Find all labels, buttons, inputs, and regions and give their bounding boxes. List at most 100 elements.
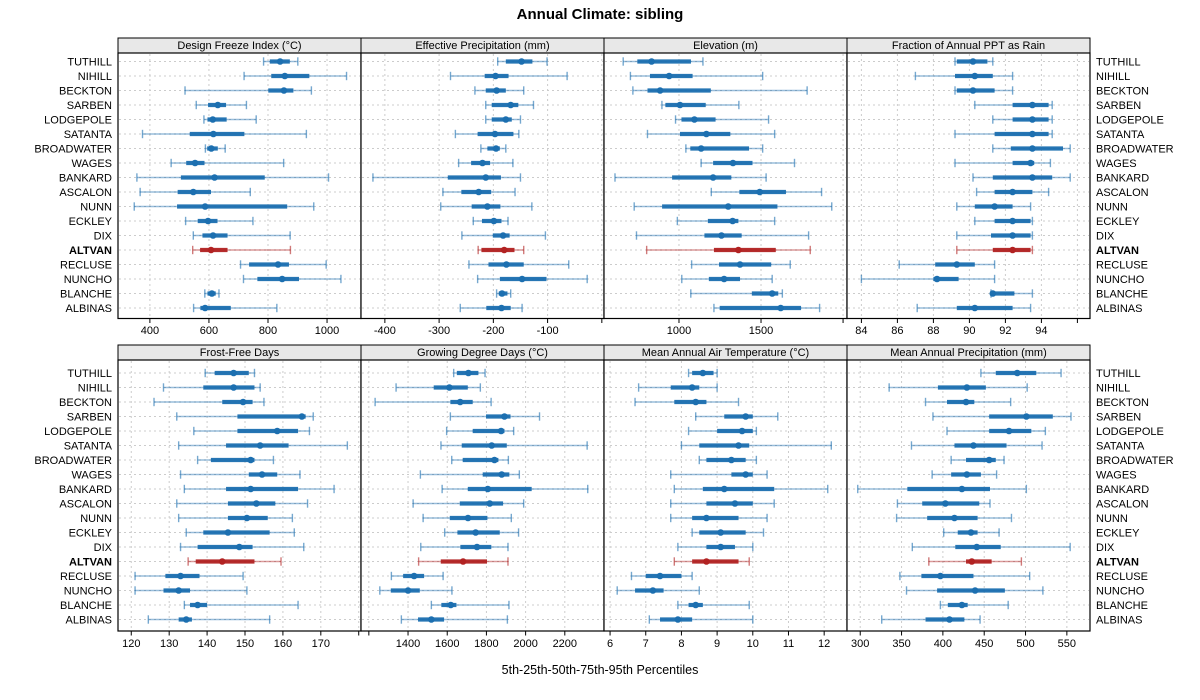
station-label-right: WAGES [1096,158,1137,170]
median-dot [182,616,190,623]
median-dot [735,442,742,449]
median-dot [699,369,707,377]
median-dot [209,232,217,239]
median-dot [720,485,728,493]
median-dot [501,413,508,420]
median-dot [464,514,472,522]
axis-tick-label: 120 [122,638,140,650]
median-dot [239,398,247,406]
station-label-left: LODGEPOLE [44,114,112,126]
median-dot [729,159,737,167]
median-dot [728,456,735,464]
median-dot [298,413,306,420]
station-label-left: LODGEPOLE [44,426,112,438]
median-dot [211,174,218,181]
median-dot [703,558,710,565]
median-dot [459,558,467,565]
median-dot [958,601,966,609]
axis-tick-label: 300 [851,638,869,650]
median-dot [973,543,981,551]
median-dot [735,246,742,254]
median-dot [703,130,710,138]
axis-tick-label: -200 [482,325,504,337]
axis-tick-label: 1400 [396,638,420,650]
median-dot [498,290,506,297]
axis-tick-label: 800 [259,325,277,337]
median-dot [207,246,215,254]
station-label-left: SATANTA [64,129,113,141]
station-label-left: ASCALON [59,187,112,199]
station-label-left: NUNN [80,201,112,213]
median-dot [488,442,496,449]
median-dot [486,500,494,507]
station-label-left: NIHILL [78,71,112,83]
median-dot [688,384,696,391]
median-dot [971,587,979,594]
panel-header-label: Effective Precipitation (mm) [415,40,549,52]
median-dot [475,188,483,196]
median-dot [497,427,505,435]
median-dot [709,174,717,181]
axis-tick-label: -300 [428,325,450,337]
station-label-right: TUTHILL [1096,56,1141,68]
median-dot [500,246,508,254]
median-dot [1029,116,1036,123]
axis-tick-label: 450 [975,638,993,650]
median-dot [736,261,744,268]
station-label-left: BANKARD [59,484,112,496]
station-label-right: SARBEN [1096,100,1141,112]
station-label-left: RECLUSE [60,571,112,583]
station-label-right: BANKARD [1096,484,1149,496]
panel-header-label: Mean Annual Air Temperature (°C) [642,347,809,359]
median-dot [214,101,222,109]
station-label-left: NUNCHO [64,585,113,597]
median-dot [236,543,243,551]
x-axis-caption: 5th-25th-50th-75th-95th Percentiles [501,663,699,677]
station-label-right: SATANTA [1096,440,1145,452]
panel-header-label: Design Freeze Index (°C) [177,40,301,52]
station-label-right: SARBEN [1096,411,1141,423]
median-dot [969,58,977,65]
panel-header-label: Growing Degree Days (°C) [417,347,548,359]
median-dot [191,159,199,167]
median-dot [493,87,500,94]
panel-header-label: Frost-Free Days [200,347,280,359]
median-dot [281,72,289,80]
station-label-right: BROADWATER [1096,143,1174,155]
axis-tick-label: 130 [160,638,178,650]
median-dot [777,304,785,312]
station-label-right: BLANCHE [1096,600,1148,612]
median-dot [447,601,455,609]
median-dot [962,398,970,406]
axis-tick-label: -100 [537,325,559,337]
axis-tick-label: 140 [198,638,216,650]
station-label-right: NUNN [1096,201,1128,213]
median-dot [970,442,977,449]
median-dot [247,485,254,493]
station-label-left: SARBEN [67,100,112,112]
median-dot [951,514,958,522]
station-label-left: DIX [94,230,113,242]
median-dot [230,384,237,391]
median-dot [989,290,997,297]
median-dot [201,203,209,210]
median-dot [742,471,749,478]
median-dot [280,87,288,94]
station-label-left: ECKLEY [69,216,113,228]
station-label-left: BROADWATER [34,455,112,467]
median-dot [963,384,971,391]
median-dot [247,456,254,464]
axis-tick-label: 400 [141,325,159,337]
axis-tick-label: 500 [1016,638,1034,650]
panel-plot-bg-elevation-m [604,53,847,319]
axis-tick-label: 90 [963,325,975,337]
median-dot [971,304,979,312]
median-dot [253,500,260,507]
panel-plot-bg-growing-degree-days-c [361,360,604,631]
axis-tick-label: 160 [274,638,292,650]
station-label-left: ALTVAN [69,245,112,257]
median-dot [502,116,510,123]
station-label-left: NUNN [80,513,112,525]
figure-title: Annual Climate: sibling [516,6,684,23]
median-dot [484,485,492,493]
